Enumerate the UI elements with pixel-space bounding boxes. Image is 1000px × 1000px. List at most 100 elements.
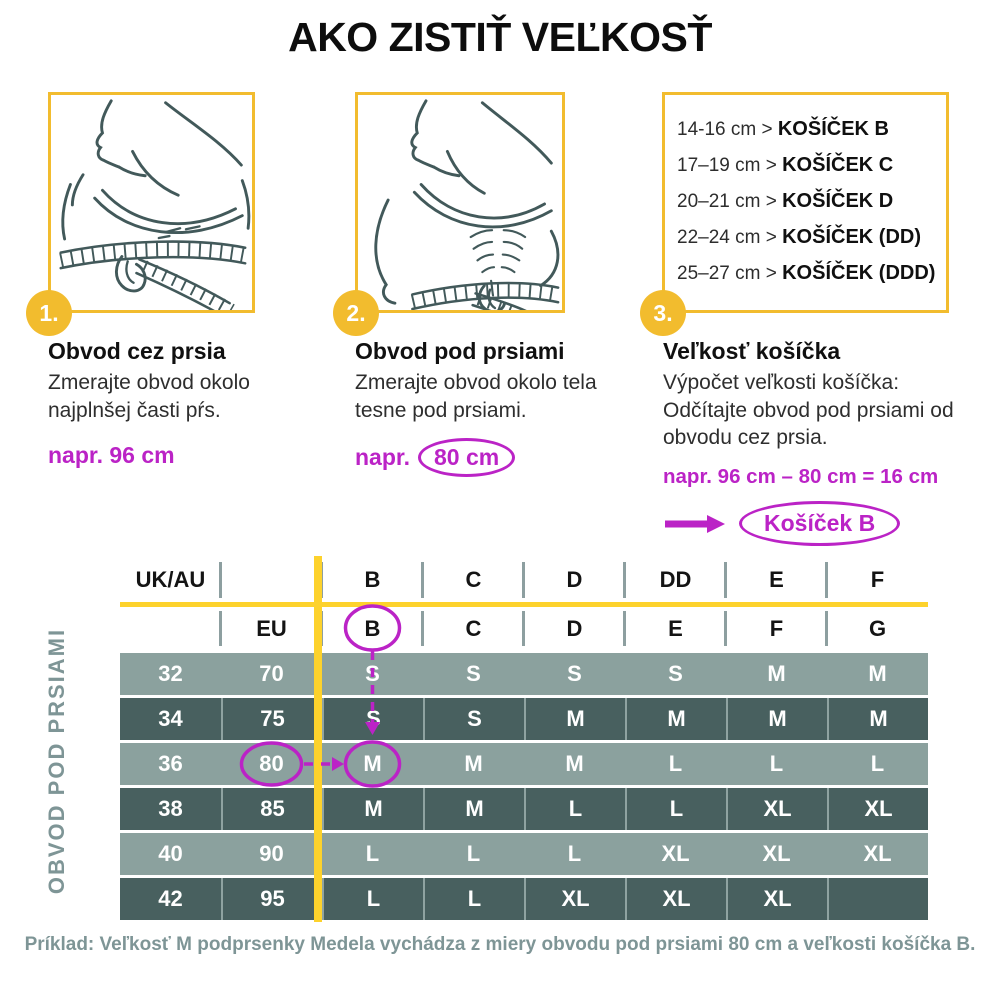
cup-label: KOŠÍČEK D (782, 190, 894, 212)
step1-illustration-box (48, 92, 255, 313)
step3-result-line: Košíček B (663, 501, 963, 547)
header-cell: C (423, 558, 525, 602)
yellow-horizontal-line (120, 602, 928, 607)
cup-chart-row: 20–21 cm > KOŠÍČEK D (677, 183, 946, 219)
size-cell: L (567, 841, 582, 866)
size-cell: XL (726, 878, 827, 920)
header-cell: D (524, 558, 626, 602)
size-cell: L (870, 751, 885, 776)
size-cell: 40 (158, 841, 183, 866)
step2-text: Obvod pod prsiami Zmerajte obvod okolo t… (355, 338, 645, 478)
size-table-row: 42 95 L L XL XL XL (120, 878, 928, 920)
yellow-vertical-line (314, 556, 322, 922)
size-cell: L (769, 751, 784, 776)
size-table-row: 36 80 M M M L L L (120, 743, 928, 785)
step2-illustration-box (355, 92, 565, 313)
size-cell: XL (726, 788, 827, 830)
cup-range: 20–21 cm (677, 191, 761, 212)
size-cell: 90 (259, 841, 284, 866)
cup-range: 17–19 cm (677, 155, 761, 176)
underbust-axis-label: OBVOD POD PRSIAMI (44, 627, 69, 895)
header-cell: E (625, 607, 727, 650)
cup-separator: > (760, 263, 783, 284)
header-cell: F (870, 567, 885, 592)
cup-range: 14-16 cm (677, 119, 757, 140)
size-cell: XL (524, 878, 625, 920)
step3-description: Výpočet veľkosti košíčka: Odčítajte obvo… (663, 371, 954, 450)
step2-description: Zmerajte obvod okolo tela tesne pod prsi… (355, 371, 597, 422)
step2-example-prefix: napr. (355, 444, 410, 471)
size-cell: M (625, 698, 726, 740)
size-cell: L (466, 841, 481, 866)
step1-example: napr. 96 cm (48, 442, 338, 469)
cup-label: KOŠÍČEK (DD) (782, 226, 921, 248)
size-cell: L (322, 878, 423, 920)
header-cell: D (524, 607, 626, 650)
size-cell: M (464, 751, 483, 776)
size-cell: L (668, 751, 683, 776)
measure-over-bust-illustration (59, 99, 251, 310)
step2-example: napr. 80 cm (355, 438, 645, 478)
size-cell: S (423, 698, 524, 740)
size-cell: 95 (221, 878, 322, 920)
size-cell: S (668, 661, 683, 686)
size-cell: 32 (158, 661, 183, 686)
step1-example-value: 96 cm (109, 442, 175, 469)
header-cell: DD (625, 558, 727, 602)
size-cell: XL (863, 841, 892, 866)
cup-chart-row: 14-16 cm > KOŠÍČEK B (677, 111, 946, 147)
cup-label: KOŠÍČEK C (782, 154, 894, 176)
cup-label: KOŠÍČEK (DDD) (782, 262, 936, 284)
size-cell: S (567, 661, 582, 686)
cup-chart-row: 22–24 cm > KOŠÍČEK (DD) (677, 219, 946, 255)
size-cell: L (524, 788, 625, 830)
page-title: AKO ZISTIŤ VEĽKOSŤ (288, 14, 712, 60)
size-cell: 80 (259, 751, 284, 776)
size-cell: L (423, 878, 524, 920)
size-cell: M (322, 788, 423, 830)
cup-chart-row: 25–27 cm > KOŠÍČEK (DDD) (677, 255, 946, 291)
size-cell: M (524, 698, 625, 740)
cup-range: 22–24 cm (677, 227, 761, 248)
step1-description: Zmerajte obvod okolo najplnšej časti pŕs… (48, 371, 250, 422)
header-cell: UK/AU (120, 558, 222, 602)
footer-note: Príklad: Veľkosť M podprsenky Medela vyc… (24, 934, 976, 955)
size-table: UK/AU B C D DD E F EU B C D E F G 32 70 S S S S M M 34 75 S S M M… (120, 558, 928, 920)
header-cell: F (726, 607, 828, 650)
size-table-row: 40 90 L L L XL XL XL (120, 833, 928, 875)
size-cell: XL (762, 841, 791, 866)
cup-size-chart-box: 14-16 cm > KOŠÍČEK B 17–19 cm > KOŠÍČEK C… (662, 92, 949, 313)
step3-formula: napr. 96 cm – 80 cm = 16 cm (663, 465, 939, 489)
step3-result-circled: Košíček B (739, 501, 901, 547)
cup-separator: > (760, 227, 783, 248)
magenta-arrow-icon (665, 514, 725, 533)
header-cell: C (423, 607, 525, 650)
size-cell: L (365, 841, 380, 866)
size-table-row: 32 70 S S S S M M (120, 653, 928, 695)
size-table-body: 32 70 S S S S M M 34 75 S S M M M M 36 80 M M M L L L 38 85 M M L L XL… (120, 653, 928, 920)
cup-label: KOŠÍČEK B (777, 118, 889, 140)
size-cell: M (767, 661, 786, 686)
size-cell: 36 (158, 751, 183, 776)
step1-number-badge: 1. (26, 290, 72, 336)
cup-chart-rows: 14-16 cm > KOŠÍČEK B 17–19 cm > KOŠÍČEK C… (677, 111, 946, 291)
size-cell: XL (827, 788, 928, 830)
step3-heading: Veľkosť košíčka (663, 338, 841, 364)
size-cell: 34 (158, 706, 183, 731)
size-cell: 75 (221, 698, 322, 740)
step3-number-badge: 3. (640, 290, 686, 336)
cup-separator: > (760, 191, 783, 212)
size-cell: S (466, 661, 481, 686)
size-cell: M (423, 788, 524, 830)
size-cell: L (625, 788, 726, 830)
size-cell: M (565, 751, 584, 776)
header-cell: B (322, 558, 424, 602)
header-cell: B (322, 607, 424, 650)
step2-heading: Obvod pod prsiami (355, 338, 565, 364)
size-cell: 85 (221, 788, 322, 830)
cup-separator: > (756, 119, 778, 140)
cup-chart-row: 17–19 cm > KOŠÍČEK C (677, 147, 946, 183)
header-cell: E (726, 558, 828, 602)
size-cell: 70 (259, 661, 284, 686)
